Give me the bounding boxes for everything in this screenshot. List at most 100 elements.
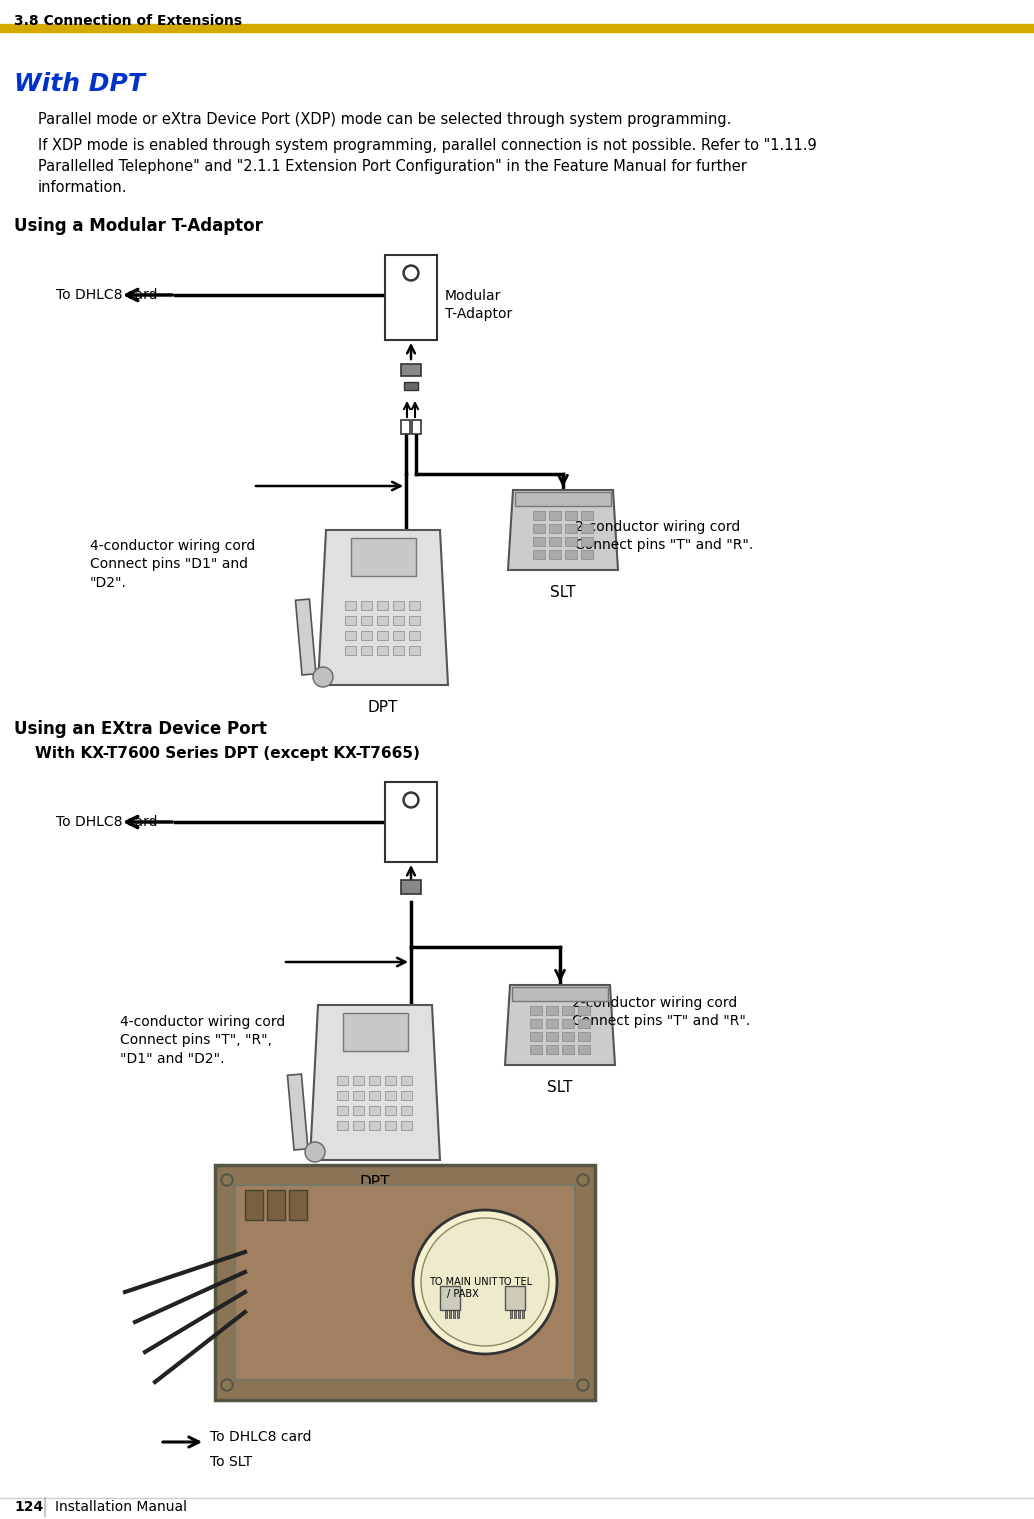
Text: SLT: SLT — [550, 585, 576, 600]
Text: TO TEL: TO TEL — [498, 1277, 533, 1287]
Bar — [377, 646, 388, 655]
Circle shape — [577, 1174, 589, 1186]
Bar — [385, 1091, 396, 1100]
Bar — [361, 646, 372, 655]
Bar — [377, 630, 388, 639]
Bar — [369, 1121, 381, 1130]
Text: Using a Modular T-Adaptor: Using a Modular T-Adaptor — [14, 217, 263, 235]
Circle shape — [221, 1174, 233, 1186]
Bar — [385, 1075, 396, 1085]
Bar — [533, 510, 545, 519]
Bar — [385, 1106, 396, 1115]
Bar — [530, 1045, 542, 1054]
Bar — [412, 419, 421, 434]
Circle shape — [223, 1176, 231, 1183]
Bar — [401, 1121, 412, 1130]
Bar — [409, 617, 420, 624]
Bar — [445, 1309, 447, 1318]
Circle shape — [405, 794, 417, 805]
Text: 124: 124 — [14, 1499, 43, 1514]
Bar — [369, 1075, 381, 1085]
Polygon shape — [505, 984, 615, 1065]
Bar — [409, 630, 420, 639]
Bar — [337, 1121, 348, 1130]
Text: TO MAIN UNIT
/ PABX: TO MAIN UNIT / PABX — [429, 1277, 497, 1299]
Bar — [337, 1106, 348, 1115]
Bar — [353, 1121, 364, 1130]
Circle shape — [405, 267, 417, 278]
Bar — [533, 550, 545, 559]
Bar — [401, 365, 421, 377]
Bar — [385, 782, 437, 861]
Bar — [514, 1309, 516, 1318]
Circle shape — [421, 1218, 549, 1346]
Bar — [565, 524, 577, 533]
Text: Modular
T-Adaptor: Modular T-Adaptor — [445, 289, 512, 321]
Text: 2-conductor wiring cord
Connect pins "T" and "R".: 2-conductor wiring cord Connect pins "T"… — [575, 519, 753, 553]
Bar — [533, 524, 545, 533]
Bar — [565, 510, 577, 519]
Bar — [581, 510, 594, 519]
Bar — [549, 550, 561, 559]
Polygon shape — [318, 530, 448, 685]
Text: 3.8 Connection of Extensions: 3.8 Connection of Extensions — [14, 14, 242, 27]
Bar — [369, 1091, 381, 1100]
Bar — [245, 1189, 263, 1220]
Bar — [351, 538, 416, 576]
Bar — [546, 1031, 558, 1041]
Bar — [385, 255, 437, 340]
Text: │: │ — [40, 1496, 50, 1517]
Bar — [296, 598, 316, 674]
Bar — [518, 1309, 520, 1318]
Bar — [546, 1019, 558, 1028]
Bar — [404, 381, 418, 390]
Bar — [337, 1075, 348, 1085]
Bar — [361, 630, 372, 639]
Bar — [530, 1031, 542, 1041]
Bar — [385, 1121, 396, 1130]
Bar — [0, 24, 1034, 32]
Bar — [345, 602, 356, 611]
Circle shape — [579, 1381, 587, 1388]
Bar — [562, 1019, 574, 1028]
Bar — [581, 550, 594, 559]
Bar — [578, 1031, 590, 1041]
Bar — [353, 1075, 364, 1085]
Bar — [565, 550, 577, 559]
Bar — [215, 1165, 595, 1401]
Text: If XDP mode is enabled through system programming, parallel connection is not po: If XDP mode is enabled through system pr… — [38, 138, 817, 194]
Text: To DHLC8 card: To DHLC8 card — [56, 816, 157, 829]
Bar — [401, 1091, 412, 1100]
Text: 4-conductor wiring cord
Connect pins "T", "R",
"D1" and "D2".: 4-conductor wiring cord Connect pins "T"… — [120, 1015, 285, 1066]
Bar — [288, 1189, 307, 1220]
Bar — [235, 1185, 575, 1379]
Bar — [353, 1091, 364, 1100]
Bar — [533, 538, 545, 545]
Text: DPT: DPT — [360, 1176, 390, 1189]
Bar — [581, 538, 594, 545]
Bar — [287, 1074, 308, 1150]
Bar — [546, 1045, 558, 1054]
Circle shape — [221, 1379, 233, 1391]
Text: With KX-T7600 Series DPT (except KX-T7665): With KX-T7600 Series DPT (except KX-T766… — [35, 746, 420, 761]
Bar — [457, 1309, 459, 1318]
Text: DPT: DPT — [368, 700, 398, 715]
Bar — [440, 1287, 460, 1309]
Circle shape — [313, 667, 333, 687]
Bar — [581, 524, 594, 533]
Circle shape — [413, 1211, 557, 1353]
Bar — [515, 492, 611, 506]
Bar — [449, 1309, 451, 1318]
Circle shape — [403, 264, 419, 281]
Bar — [453, 1309, 455, 1318]
Text: 4-conductor wiring cord
Connect pins "D1" and
"D2".: 4-conductor wiring cord Connect pins "D1… — [90, 539, 255, 589]
Bar — [401, 419, 410, 434]
Bar — [549, 538, 561, 545]
Bar — [361, 617, 372, 624]
Bar — [409, 602, 420, 611]
Bar — [393, 602, 404, 611]
Text: Using an EXtra Device Port: Using an EXtra Device Port — [14, 720, 267, 738]
Bar — [578, 1019, 590, 1028]
Text: SLT: SLT — [547, 1080, 573, 1095]
Bar — [345, 617, 356, 624]
